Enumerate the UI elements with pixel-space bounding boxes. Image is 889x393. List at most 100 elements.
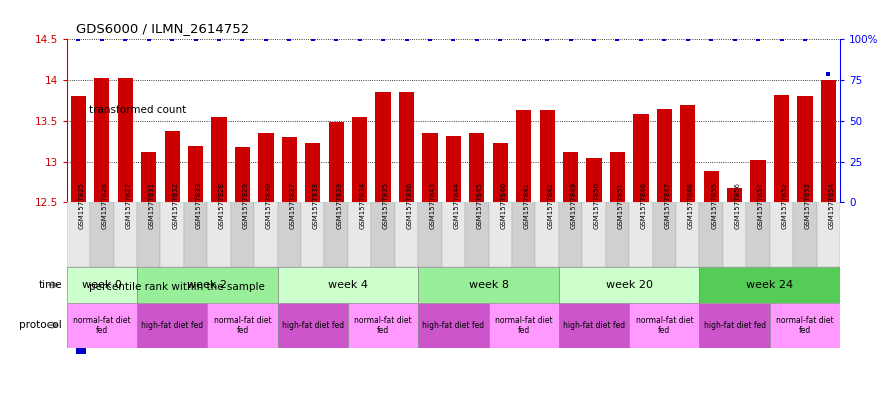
Bar: [422, 133, 437, 202]
Bar: [605, 202, 629, 267]
Bar: [117, 78, 132, 202]
Text: high-fat diet fed: high-fat diet fed: [563, 321, 625, 330]
Text: high-fat diet fed: high-fat diet fed: [422, 321, 485, 330]
Text: normal-fat diet
fed: normal-fat diet fed: [776, 316, 834, 335]
Text: GSM1577831: GSM1577831: [148, 182, 155, 229]
Bar: [137, 303, 207, 348]
Text: week 4: week 4: [328, 280, 368, 290]
Bar: [512, 202, 535, 267]
Text: GSM1577846: GSM1577846: [641, 182, 647, 229]
Bar: [489, 303, 559, 348]
Bar: [442, 202, 465, 267]
Text: week 24: week 24: [746, 280, 793, 290]
Bar: [329, 123, 344, 202]
Bar: [137, 267, 277, 303]
Bar: [680, 105, 695, 202]
Bar: [559, 303, 629, 348]
Bar: [212, 117, 227, 202]
Bar: [164, 130, 180, 202]
Text: GSM1577856: GSM1577856: [734, 182, 741, 229]
Bar: [727, 188, 742, 202]
Text: GSM1577840: GSM1577840: [501, 182, 506, 229]
Text: transformed count: transformed count: [89, 105, 186, 115]
Bar: [770, 202, 793, 267]
Bar: [277, 303, 348, 348]
Text: time: time: [38, 280, 62, 290]
Text: GSM1577825: GSM1577825: [78, 182, 84, 229]
Bar: [582, 202, 605, 267]
Bar: [700, 267, 840, 303]
Text: GSM1577852: GSM1577852: [781, 182, 788, 229]
Bar: [700, 202, 723, 267]
Text: GSM1577830: GSM1577830: [266, 182, 272, 229]
Bar: [301, 202, 324, 267]
Bar: [324, 202, 348, 267]
Bar: [207, 202, 231, 267]
Bar: [653, 202, 676, 267]
Bar: [71, 96, 86, 202]
Bar: [375, 92, 390, 202]
Bar: [535, 202, 559, 267]
Bar: [418, 202, 442, 267]
Bar: [540, 110, 555, 202]
Bar: [750, 160, 765, 202]
Bar: [348, 202, 372, 267]
Bar: [587, 158, 602, 202]
Bar: [676, 202, 700, 267]
Text: high-fat diet fed: high-fat diet fed: [141, 321, 204, 330]
Bar: [445, 136, 461, 202]
Bar: [418, 303, 489, 348]
Text: week 0: week 0: [82, 280, 122, 290]
Text: GSM1577838: GSM1577838: [313, 182, 319, 229]
Bar: [94, 79, 109, 202]
Bar: [395, 202, 418, 267]
Bar: [372, 202, 395, 267]
Text: GSM1577848: GSM1577848: [688, 182, 693, 229]
Text: GSM1577843: GSM1577843: [430, 182, 436, 229]
Bar: [559, 267, 700, 303]
Text: GDS6000 / ILMN_2614752: GDS6000 / ILMN_2614752: [76, 22, 249, 35]
Bar: [277, 202, 301, 267]
Bar: [793, 202, 817, 267]
Bar: [797, 96, 813, 202]
Text: GSM1577855: GSM1577855: [711, 182, 717, 229]
Bar: [629, 202, 653, 267]
Text: percentile rank within the sample: percentile rank within the sample: [89, 282, 265, 292]
Bar: [254, 202, 277, 267]
Text: GSM1577850: GSM1577850: [594, 182, 600, 229]
Bar: [259, 133, 274, 202]
Bar: [700, 303, 770, 348]
Bar: [184, 202, 207, 267]
Bar: [657, 108, 672, 202]
Bar: [610, 152, 625, 202]
Bar: [493, 143, 508, 202]
Bar: [160, 202, 184, 267]
Bar: [277, 267, 418, 303]
Text: week 8: week 8: [469, 280, 509, 290]
Bar: [282, 137, 297, 202]
Bar: [235, 147, 250, 202]
Text: week 20: week 20: [605, 280, 653, 290]
Text: protocol: protocol: [20, 320, 62, 330]
Bar: [817, 202, 840, 267]
Text: GSM1577834: GSM1577834: [360, 182, 365, 229]
Text: GSM1577849: GSM1577849: [571, 182, 577, 229]
Text: GSM1577836: GSM1577836: [406, 182, 412, 229]
Bar: [207, 303, 277, 348]
Bar: [629, 303, 700, 348]
Bar: [352, 117, 367, 202]
Text: GSM1577835: GSM1577835: [383, 182, 389, 229]
Bar: [747, 202, 770, 267]
Text: GSM1577827: GSM1577827: [125, 182, 132, 229]
Bar: [114, 202, 137, 267]
Bar: [703, 171, 719, 202]
Bar: [399, 92, 414, 202]
Text: high-fat diet fed: high-fat diet fed: [282, 321, 344, 330]
Bar: [141, 152, 156, 202]
Bar: [348, 303, 418, 348]
Text: week 2: week 2: [188, 280, 228, 290]
Text: GSM1577842: GSM1577842: [547, 182, 553, 229]
Bar: [633, 114, 648, 202]
Text: normal-fat diet
fed: normal-fat diet fed: [213, 316, 271, 335]
Text: GSM1577837: GSM1577837: [289, 182, 295, 229]
